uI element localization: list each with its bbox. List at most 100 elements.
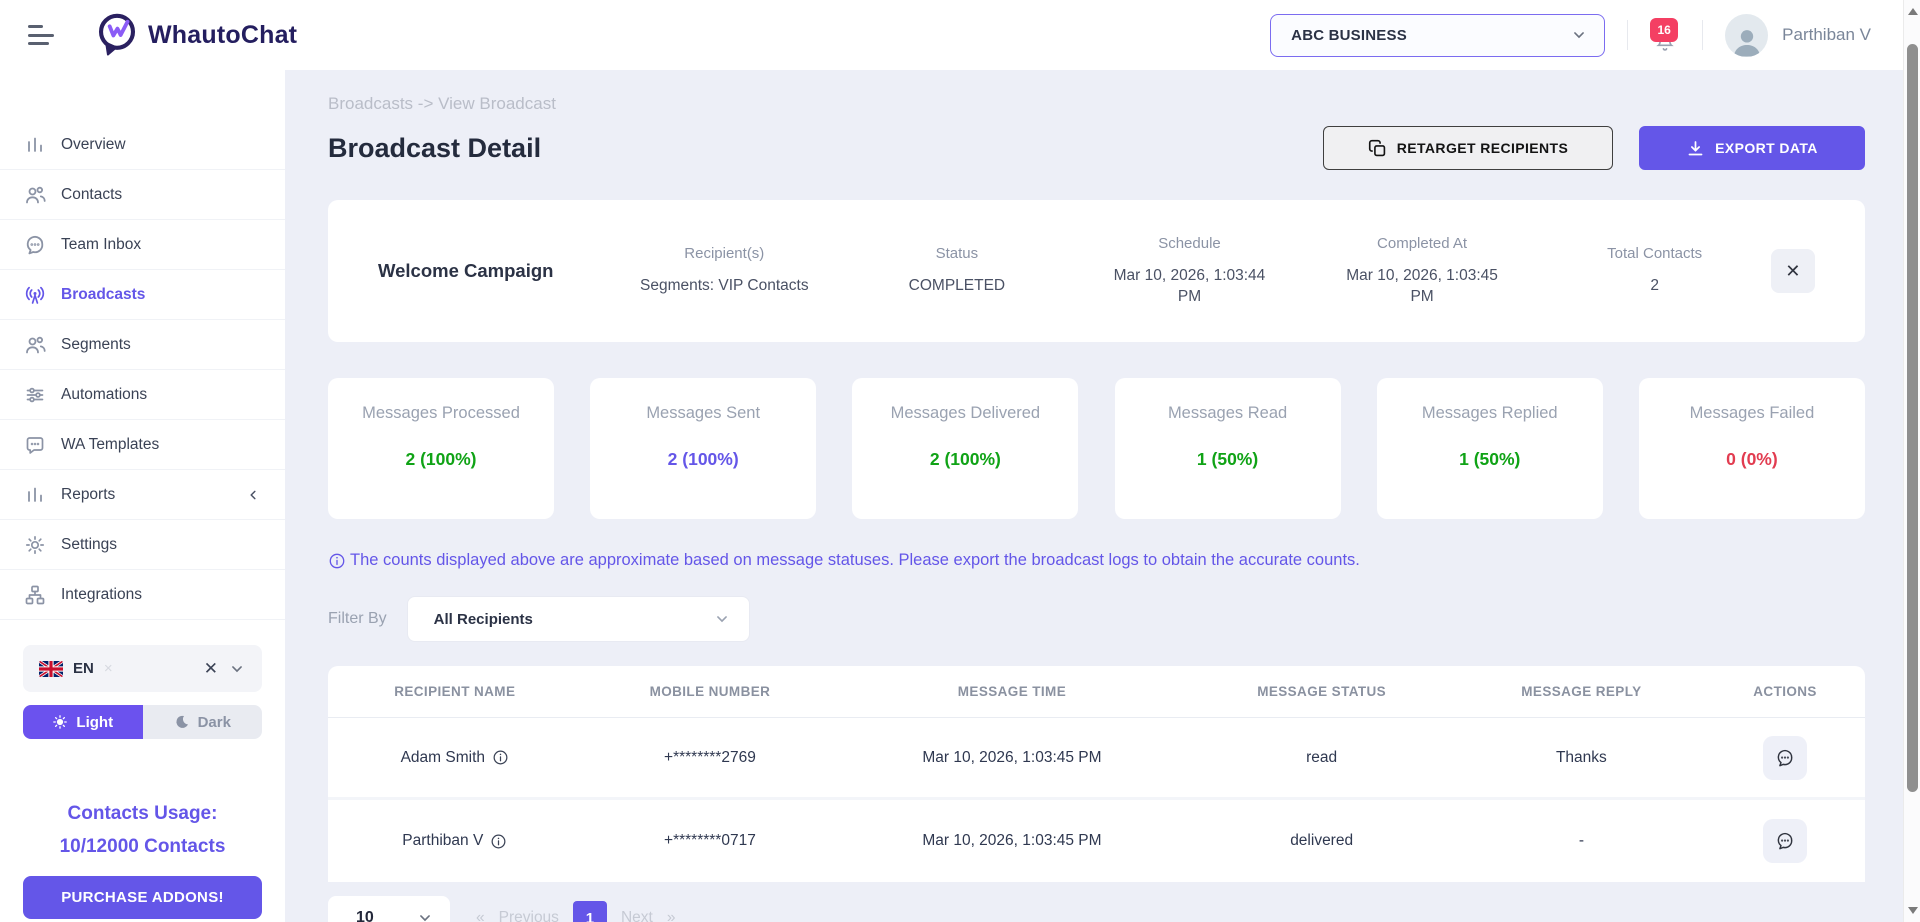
notification-badge: 16 [1650,18,1679,42]
breadcrumb: Broadcasts -> View Broadcast [328,94,1865,114]
export-data-button[interactable]: EXPORT DATA [1639,126,1865,170]
message-status: delivered [1290,832,1354,849]
language-selector[interactable]: EN × ✕ [23,645,262,692]
copy-icon [1368,139,1387,158]
sidebar-item-wa-templates[interactable]: WA Templates [0,420,285,470]
mobile-number: +********0717 [664,832,756,849]
previous-page-button[interactable]: Previous [498,909,559,922]
stat-card-messages-processed: Messages Processed 2 (100%) [328,378,554,519]
rows-per-page-value: 10 [356,909,374,922]
purchase-addons-button[interactable]: PURCHASE ADDONS! [23,875,262,919]
users-icon [24,184,46,206]
sidebar-item-segments[interactable]: Segments [0,320,285,370]
page-title: Broadcast Detail [328,132,542,163]
column-header: MESSAGE REPLY [1521,684,1642,699]
info-icon[interactable] [490,833,507,850]
column-header: ACTIONS [1753,684,1817,699]
info-icon [328,552,346,570]
user-name[interactable]: Parthiban V [1782,25,1871,44]
contacts-usage: Contacts Usage: 10/12000 Contacts [0,797,285,864]
sidebar-item-broadcasts[interactable]: Broadcasts [0,270,285,320]
table-row: Adam Smith +********2769 Mar 10, 2026, 1… [328,718,1865,800]
campaign-field-recipients: Recipient(s) Segments: VIP Contacts [640,245,809,295]
view-conversation-button[interactable] [1763,819,1808,863]
next-page-arrow[interactable]: » [666,909,676,922]
clear-x-icon: × [103,660,113,677]
page-scrollbar[interactable] [1903,0,1920,922]
scroll-down-arrow-icon[interactable] [1908,907,1918,914]
scrollbar-thumb[interactable] [1907,44,1918,792]
table-header-row: RECIPIENT NAME MOBILE NUMBER MESSAGE TIM… [328,666,1865,718]
theme-toggle: Light Dark [23,705,262,739]
column-header: MOBILE NUMBER [649,684,771,699]
campaign-name: Welcome Campaign [378,260,554,281]
sidebar-item-automations[interactable]: Automations [0,370,285,420]
light-mode-button[interactable]: Light [23,705,143,739]
usage-value: 10/12000 Contacts [59,836,226,858]
sitemap-icon [24,584,46,606]
sliders-icon [24,384,46,406]
sidebar: Overview Contacts Team Inbox Broadcasts [0,70,285,922]
stat-card-messages-read: Messages Read 1 (50%) [1114,378,1341,519]
close-icon[interactable]: ✕ [1770,249,1815,293]
campaign-field-schedule: Schedule Mar 10, 2026, 1:03:44 PM [1113,234,1266,305]
brand-logo[interactable]: WhautoChat [96,12,297,58]
header-right-cluster: ABC BUSINESS 16 Parthiban V [1270,13,1877,57]
main-content: Broadcasts -> View Broadcast Broadcast D… [285,70,1903,922]
light-mode-label: Light [76,713,114,731]
notifications-button[interactable]: 16 [1650,18,1680,52]
header-divider [1702,20,1704,50]
view-conversation-button[interactable] [1763,735,1808,780]
gear-icon [24,534,46,556]
breadcrumb-current: View Broadcast [438,94,556,113]
sidebar-item-settings[interactable]: Settings [0,520,285,570]
sidebar-item-contacts[interactable]: Contacts [0,170,285,220]
sidebar-item-overview[interactable]: Overview [0,120,285,170]
rows-per-page-select[interactable]: 10 [328,896,450,922]
scroll-up-arrow-icon[interactable] [1908,8,1918,15]
chevron-left-icon [245,487,261,503]
moon-icon [174,714,190,730]
retarget-recipients-button[interactable]: RETARGET RECIPIENTS [1323,126,1613,170]
sun-icon [52,714,68,730]
campaign-summary-card: Welcome Campaign Recipient(s) Segments: … [328,200,1865,342]
sidebar-item-team-inbox[interactable]: Team Inbox [0,220,285,270]
chat-bubble-icon [24,234,46,256]
message-reply: - [1578,832,1584,849]
dark-mode-button[interactable]: Dark [142,705,262,739]
message-time: Mar 10, 2026, 1:03:45 PM [922,832,1102,849]
bar-chart-icon [24,134,46,156]
broadcast-icon [24,284,46,306]
breadcrumb-parent[interactable]: Broadcasts [328,94,414,113]
pagination: 10 « Previous 1 Next » [328,896,1865,922]
sidebar-item-reports[interactable]: Reports [0,470,285,520]
previous-page-arrow[interactable]: « [476,909,485,922]
top-header: WhautoChat ABC BUSINESS 16 Parthiban V [0,0,1903,70]
recipient-name: Adam Smith [400,748,485,766]
chevron-down-icon[interactable] [228,660,246,678]
current-page-button[interactable]: 1 [572,901,607,922]
avatar[interactable] [1725,13,1769,57]
remove-language-icon[interactable]: ✕ [203,658,218,678]
message-icon [1775,748,1795,768]
stat-card-messages-sent: Messages Sent 2 (100%) [590,378,817,519]
menu-icon[interactable] [28,25,54,45]
recipients-filter-select[interactable]: All Recipients [406,596,750,642]
filter-by-label: Filter By [328,610,387,627]
column-header: MESSAGE TIME [957,684,1067,699]
column-header: MESSAGE STATUS [1257,684,1387,699]
usage-title: Contacts Usage: [67,803,218,824]
info-icon[interactable] [492,749,509,766]
message-reply: Thanks [1555,748,1607,766]
next-page-button[interactable]: Next [620,909,653,922]
users-icon [24,334,46,356]
download-icon [1686,139,1705,158]
business-selector[interactable]: ABC BUSINESS [1270,13,1606,57]
chevron-down-icon [713,610,731,628]
breadcrumb-separator: -> [417,94,434,113]
sidebar-item-integrations[interactable]: Integrations [0,570,285,620]
stats-row: Messages Processed 2 (100%) Messages Sen… [328,378,1865,519]
stat-card-messages-failed: Messages Failed 0 (0%) [1638,378,1865,519]
message-status: read [1306,748,1338,766]
